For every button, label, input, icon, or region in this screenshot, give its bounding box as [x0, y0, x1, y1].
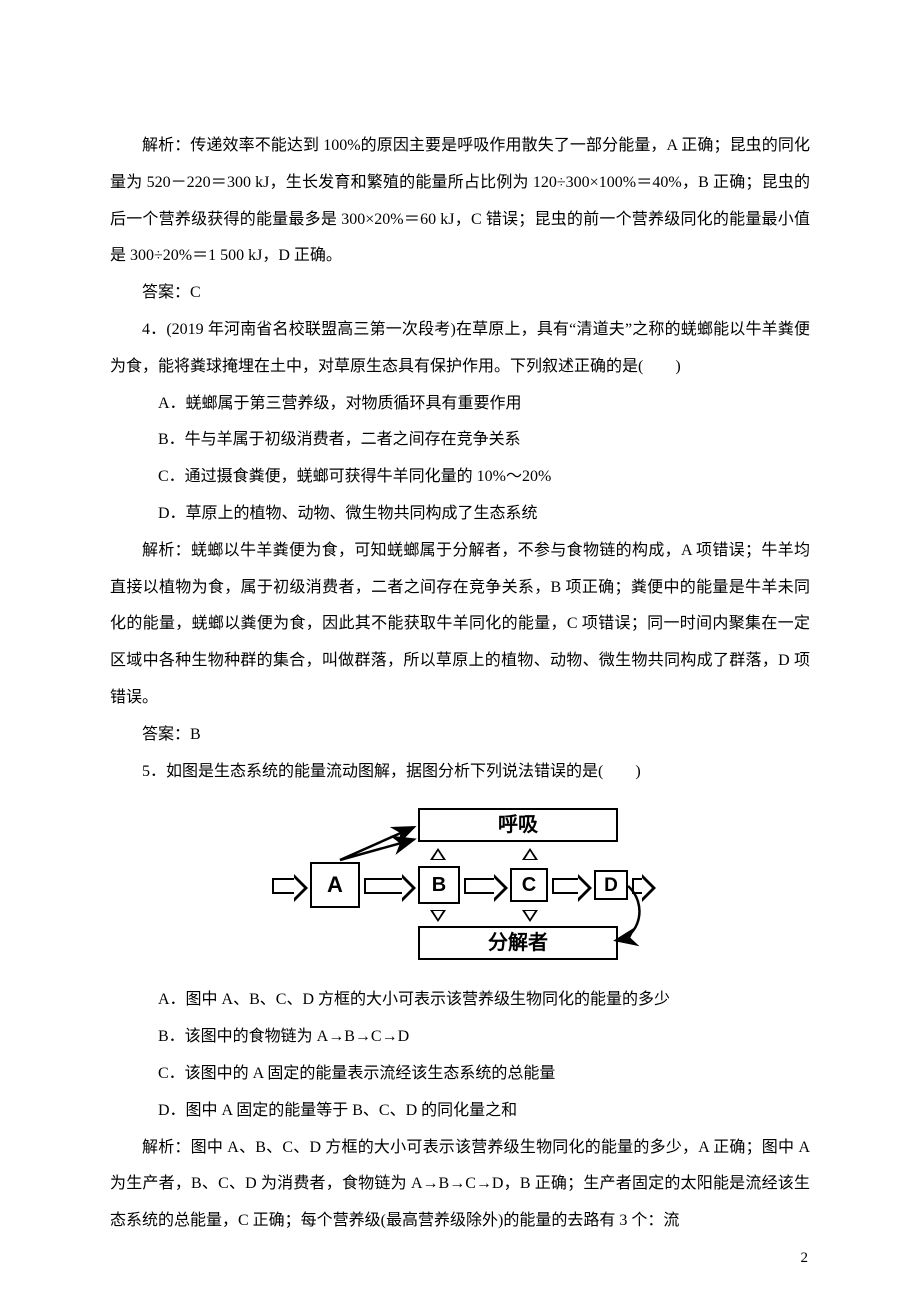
node-a: A — [310, 862, 360, 908]
analysis-q5: 解析：图中 A、B、C、D 方框的大小可表示该营养级生物同化的能量的多少，A 正… — [110, 1130, 810, 1240]
arrow-in-a — [272, 878, 294, 894]
arrow-b-c — [464, 878, 494, 894]
arrow-a-b — [364, 878, 402, 894]
answer-q4: 答案：B — [110, 717, 810, 754]
node-b: B — [418, 866, 460, 904]
arrow-c-resp — [522, 848, 538, 860]
arrow-c-decomp — [522, 910, 538, 922]
q5-option-a: A．图中 A、B、C、D 方框的大小可表示该营养级生物同化的能量的多少 — [110, 982, 810, 1019]
energy-flow-diagram: 呼吸 分解者 A B C D — [110, 804, 810, 964]
page-number: 2 — [801, 1241, 809, 1276]
q4-option-a: A．蜣螂属于第三营养级，对物质循环具有重要作用 — [110, 386, 810, 423]
analysis-q3: 解析：传递效率不能达到 100%的原因主要是呼吸作用散失了一部分能量，A 正确；… — [110, 128, 810, 275]
q5-option-d: D．图中 A 固定的能量等于 B、C、D 的同化量之和 — [110, 1093, 810, 1130]
q4-option-d: D．草原上的植物、动物、微生物共同构成了生态系统 — [110, 496, 810, 533]
answer-q3: 答案：C — [110, 275, 810, 312]
q5-option-c: C．该图中的 A 固定的能量表示流经该生态系统的总能量 — [110, 1056, 810, 1093]
node-c: C — [510, 868, 548, 902]
node-respiration: 呼吸 — [418, 808, 618, 842]
arrow-b-resp — [430, 848, 446, 860]
question-5: 5．如图是生态系统的能量流动图解，据图分析下列说法错误的是( ) — [110, 754, 810, 791]
q4-option-c: C．通过摄食粪便，蜣螂可获得牛羊同化量的 10%～20% — [110, 459, 810, 496]
question-4: 4．(2019 年河南省名校联盟高三第一次段考)在草原上，具有“清道夫”之称的蜣… — [110, 312, 810, 386]
arrow-a-resp — [338, 826, 416, 862]
arrow-b-decomp — [430, 910, 446, 922]
analysis-q4: 解析：蜣螂以牛羊粪便为食，可知蜣螂属于分解者，不参与食物链的构成，A 项错误；牛… — [110, 533, 810, 717]
q5-option-b: B．该图中的食物链为 A→B→C→D — [110, 1019, 810, 1056]
q4-option-b: B．牛与羊属于初级消费者，二者之间存在竞争关系 — [110, 422, 810, 459]
